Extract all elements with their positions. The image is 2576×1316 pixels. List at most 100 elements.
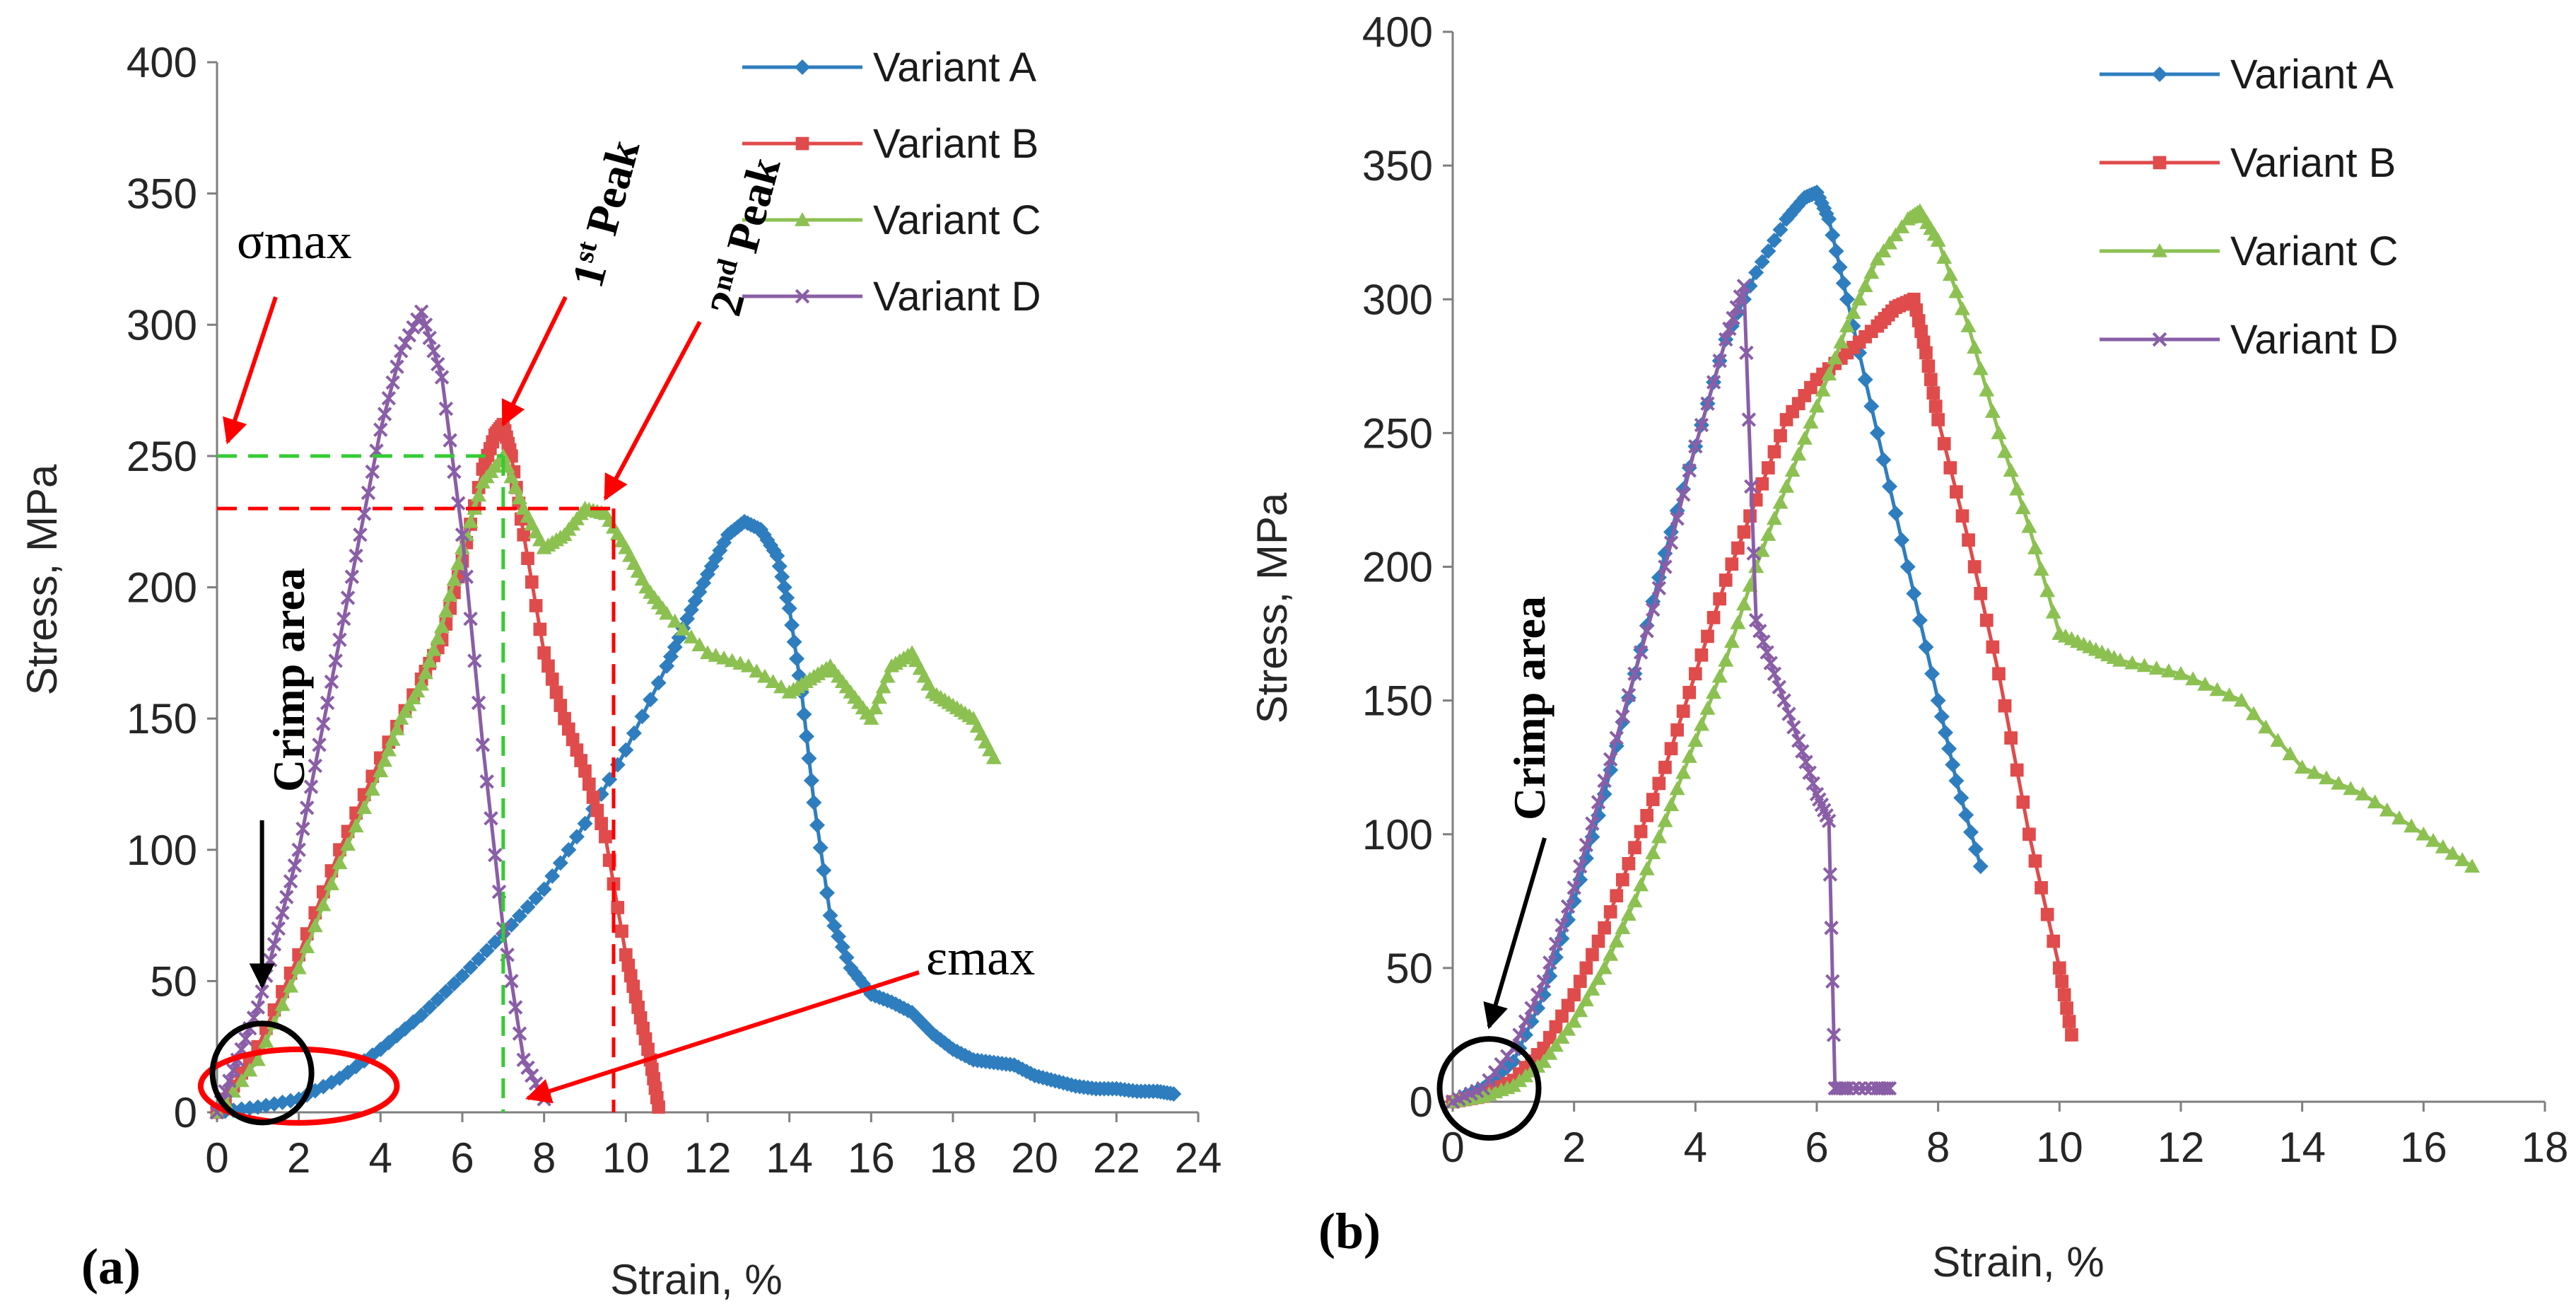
data-point xyxy=(528,890,544,907)
data-point xyxy=(1791,733,1806,748)
data-point xyxy=(552,855,568,871)
data-point xyxy=(1739,345,1754,361)
data-point xyxy=(2016,796,2030,809)
data-point xyxy=(1639,624,1654,639)
data-point xyxy=(691,637,708,651)
data-point xyxy=(447,464,462,479)
data-point xyxy=(1706,611,1721,624)
data-point xyxy=(1675,764,1692,779)
data-point xyxy=(1603,752,1618,767)
data-point xyxy=(2233,692,2249,707)
data-point xyxy=(2060,1001,2073,1015)
y-tick-label: 200 xyxy=(1362,544,1433,591)
data-point xyxy=(578,764,592,778)
data-point xyxy=(1943,461,1957,474)
x-tick-label: 14 xyxy=(766,1134,813,1182)
x-tick-label: 6 xyxy=(1805,1124,1828,1171)
data-point xyxy=(414,676,430,691)
data-point xyxy=(1894,532,1910,548)
y-tick-label: 250 xyxy=(127,433,197,480)
data-point xyxy=(541,659,555,673)
legend-label: Variant D xyxy=(2230,317,2398,363)
data-point xyxy=(819,885,835,901)
data-point xyxy=(1772,221,1788,238)
data-point xyxy=(1986,640,2000,654)
data-point xyxy=(242,1062,258,1077)
data-point xyxy=(2045,604,2061,619)
data-point xyxy=(566,733,580,747)
crimp-circle xyxy=(209,1020,315,1126)
data-point xyxy=(985,750,1002,764)
data-point xyxy=(222,1073,237,1088)
data-point xyxy=(2057,988,2071,1002)
data-point xyxy=(1839,318,1855,332)
data-point xyxy=(570,743,584,757)
data-point xyxy=(1736,279,1752,293)
data-point xyxy=(1936,250,1953,264)
data-point xyxy=(1737,525,1751,539)
data-point xyxy=(537,646,551,660)
data-point xyxy=(1907,292,1921,306)
data-point xyxy=(1918,639,1934,655)
data-point xyxy=(1547,1037,1564,1052)
data-point xyxy=(348,818,364,833)
data-point xyxy=(2124,655,2141,670)
data-point xyxy=(1603,905,1617,919)
data-point xyxy=(1725,557,1739,571)
data-point xyxy=(1821,813,1837,829)
legend-marker xyxy=(795,212,810,226)
data-point xyxy=(590,803,604,817)
data-point xyxy=(1752,624,1767,639)
x-tick-label: 12 xyxy=(684,1134,732,1182)
data-point xyxy=(1567,988,1581,1002)
data-point xyxy=(2003,462,2019,477)
data-point xyxy=(1791,446,1807,461)
data-point xyxy=(377,407,392,421)
data-point xyxy=(1761,461,1775,474)
x-tick-label: 4 xyxy=(1684,1124,1707,1171)
data-point xyxy=(568,829,585,845)
data-point xyxy=(1615,873,1629,887)
annotations-b: Crimp area xyxy=(1504,596,1555,820)
data-point xyxy=(2160,663,2177,677)
data-point xyxy=(2454,852,2471,866)
data-point xyxy=(1882,235,1897,250)
legend-a: Variant A Variant B Variant C Variant D xyxy=(742,45,1041,320)
legend-label: Variant D xyxy=(873,274,1041,320)
y-tick-label: 400 xyxy=(127,39,197,86)
data-point xyxy=(771,558,788,574)
data-point xyxy=(431,356,445,372)
data-point xyxy=(2015,500,2031,515)
data-point xyxy=(308,758,323,774)
data-point xyxy=(1916,335,1931,349)
data-point xyxy=(422,330,437,346)
data-point xyxy=(1824,920,1839,936)
data-point xyxy=(1542,1045,1558,1060)
y-tick-label: 200 xyxy=(127,564,197,612)
data-point xyxy=(621,958,636,972)
data-point xyxy=(258,1033,274,1048)
y-tick-label: 300 xyxy=(127,301,197,349)
legend-label: Variant C xyxy=(2230,228,2398,274)
data-point xyxy=(303,779,319,794)
data-point xyxy=(385,731,401,746)
data-point xyxy=(659,605,675,620)
data-point xyxy=(488,847,503,863)
data-point xyxy=(1596,960,1612,974)
data-point xyxy=(1772,494,1788,509)
data-point xyxy=(1664,742,1678,756)
data-point xyxy=(740,658,756,672)
data-point xyxy=(390,359,404,374)
epsilon-max-arrow xyxy=(525,970,920,1104)
data-point xyxy=(2209,682,2225,697)
data-point xyxy=(287,858,303,873)
data-point xyxy=(446,571,462,586)
data-point xyxy=(1646,793,1660,806)
data-point xyxy=(1941,740,1957,757)
data-point xyxy=(238,1031,253,1047)
data-point xyxy=(536,881,552,897)
data-point xyxy=(2425,832,2442,847)
x-tick-label: 18 xyxy=(930,1134,977,1182)
data-point xyxy=(1756,634,1771,649)
